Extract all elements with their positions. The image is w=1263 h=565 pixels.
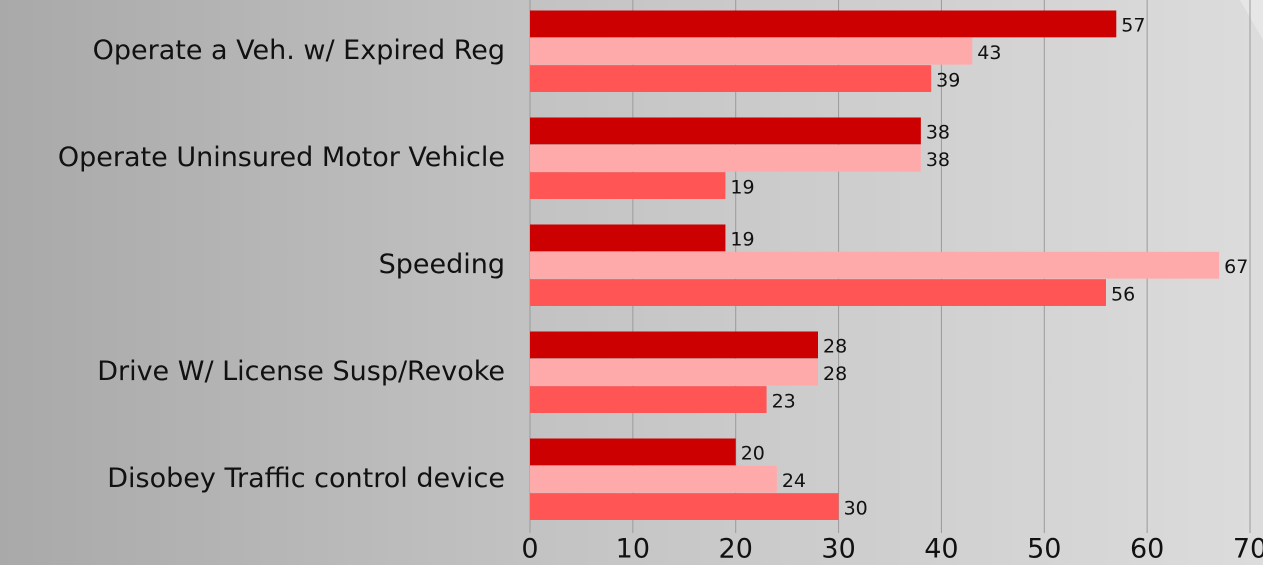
value-label: 43 [977,42,1001,64]
value-label: 20 [741,443,765,465]
value-label: 38 [926,149,950,171]
value-label: 57 [1121,15,1145,37]
bar [530,172,726,199]
value-label: 56 [1111,283,1135,305]
x-tick-label: 60 [1130,534,1164,565]
x-tick-label: 10 [616,534,650,565]
bar [530,144,921,172]
value-label: 67 [1224,256,1248,278]
bar [530,358,818,386]
x-tick-label: 30 [821,534,855,565]
bar [530,37,973,65]
bar [530,10,1117,38]
x-tick-label: 40 [924,534,958,565]
x-tick-label: 0 [521,534,538,565]
x-tick-label: 50 [1027,534,1061,565]
value-label: 30 [844,497,868,519]
category-label: Disobey Traffic control device [107,463,505,494]
bar [530,386,767,413]
value-label: 24 [782,470,806,492]
background-accent [1240,0,1263,40]
x-tick-label: 70 [1233,534,1263,565]
bar [530,65,932,92]
bar [530,224,726,252]
x-tick-label: 20 [719,534,753,565]
category-label: Operate a Veh. w/ Expired Reg [93,35,505,66]
category-label: Speeding [379,249,505,280]
category-label: Drive W/ License Susp/Revoke [97,356,505,387]
value-label: 28 [823,363,847,385]
bar [530,117,921,145]
plot: 57 43 39 38 38 19 19 67 56 28 28 23 20 24 30 [530,10,1248,520]
value-label: 38 [926,122,950,144]
value-label: 19 [730,176,754,198]
value-label: 39 [936,69,960,91]
category-label: Operate Uninsured Motor Vehicle [58,142,505,173]
bar [530,493,839,520]
bar [530,438,736,466]
value-label: 23 [772,390,796,412]
bar [530,331,818,359]
value-label: 28 [823,336,847,358]
value-label: 19 [730,229,754,251]
bar [530,465,777,493]
bar [530,251,1220,279]
bar [530,279,1106,306]
